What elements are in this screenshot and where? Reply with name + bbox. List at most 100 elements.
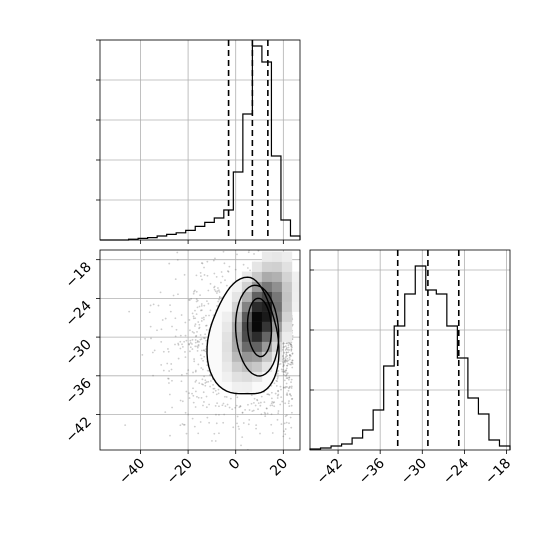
scatter-point [225, 396, 228, 398]
density-cell [261, 281, 273, 292]
scatter-point [204, 350, 207, 353]
scatter-point [206, 300, 208, 302]
scatter-point [194, 483, 196, 485]
scatter-point [267, 393, 270, 396]
scatter-point [194, 380, 197, 383]
scatter-xy-ytick-label-3: −36 [63, 375, 95, 407]
scatter-point [273, 401, 276, 404]
scatter-point [263, 411, 266, 414]
scatter-point [282, 354, 284, 357]
scatter-point [193, 360, 196, 363]
density-cell [281, 281, 293, 292]
scatter-point [284, 345, 287, 348]
scatter-point [250, 394, 253, 397]
scatter-point [207, 289, 210, 292]
scatter-point [212, 259, 215, 262]
scatter-point [290, 363, 292, 366]
scatter-point [179, 334, 182, 337]
scatter-point [287, 378, 290, 381]
scatter-point [288, 354, 291, 356]
density-cell [251, 271, 263, 282]
scatter-point [205, 314, 207, 317]
scatter-point [231, 408, 234, 411]
hist-y-xtick-label-0: −42 [314, 456, 346, 488]
scatter-point [206, 260, 209, 263]
scatter-point [287, 348, 289, 351]
scatter-point [288, 349, 291, 351]
scatter-point [242, 422, 245, 424]
scatter-point [286, 386, 289, 388]
scatter-point [167, 377, 170, 380]
scatter-point [283, 379, 286, 382]
scatter-point [141, 353, 144, 356]
scatter-point [218, 291, 221, 293]
scatter-point [153, 349, 156, 352]
scatter-point [276, 376, 279, 378]
scatter-point [216, 290, 219, 293]
scatter-point [285, 393, 288, 396]
density-cell [231, 351, 243, 362]
scatter-point [234, 268, 237, 271]
scatter-point [188, 299, 190, 301]
scatter-point [277, 410, 280, 412]
scatter-point [290, 398, 293, 400]
scatter-point [277, 390, 280, 393]
scatter-point [280, 423, 283, 426]
density-cell [221, 341, 233, 352]
scatter-point [291, 346, 293, 349]
density-cell [281, 271, 293, 282]
scatter-point [284, 415, 287, 418]
scatter-point [283, 386, 285, 389]
scatter-point [234, 406, 237, 409]
scatter-point [174, 317, 177, 320]
scatter-point [201, 368, 204, 371]
scatter-point [285, 369, 288, 372]
scatter-point [288, 386, 291, 389]
scatter-point [222, 250, 225, 253]
scatter-point [193, 425, 196, 428]
scatter-point [192, 317, 195, 320]
scatter-point [257, 402, 260, 405]
scatter-point [285, 353, 288, 356]
scatter-point [194, 370, 197, 373]
density-cell [271, 281, 283, 292]
scatter-point [177, 342, 180, 345]
scatter-point [284, 356, 287, 359]
scatter-point [172, 294, 175, 297]
density-cell [281, 251, 293, 262]
scatter-point [184, 351, 186, 353]
scatter-point [185, 339, 188, 342]
scatter-point [204, 333, 207, 336]
scatter-point [199, 354, 202, 357]
scatter-point [256, 398, 258, 401]
scatter-point [282, 363, 285, 366]
scatter-point [171, 406, 173, 409]
scatter-point [189, 346, 192, 349]
density-cell [251, 341, 263, 352]
density-cell [261, 321, 273, 332]
density-cell [261, 331, 273, 342]
scatter-point [227, 270, 230, 273]
density-cell [241, 381, 253, 392]
scatter-point [209, 309, 212, 312]
scatter-point [212, 384, 214, 386]
scatter-point [255, 424, 258, 427]
scatter-point [199, 338, 202, 341]
scatter-point [222, 421, 225, 424]
hist-y-frame [309, 249, 511, 451]
hist-y-panel [309, 249, 511, 454]
scatter-point [277, 369, 280, 372]
scatter-xy-xtick-label-3: 20 [267, 456, 291, 480]
scatter-point [214, 389, 217, 392]
scatter-point [283, 370, 286, 373]
scatter-point [201, 343, 204, 345]
scatter-point [187, 369, 190, 371]
scatter-point [241, 411, 244, 414]
scatter-point [188, 392, 190, 395]
scatter-point [280, 396, 283, 398]
scatter-point [196, 299, 199, 302]
scatter-point [290, 343, 292, 346]
scatter-point [202, 316, 205, 319]
hist-x-panel [96, 39, 301, 244]
scatter-point [270, 397, 273, 400]
